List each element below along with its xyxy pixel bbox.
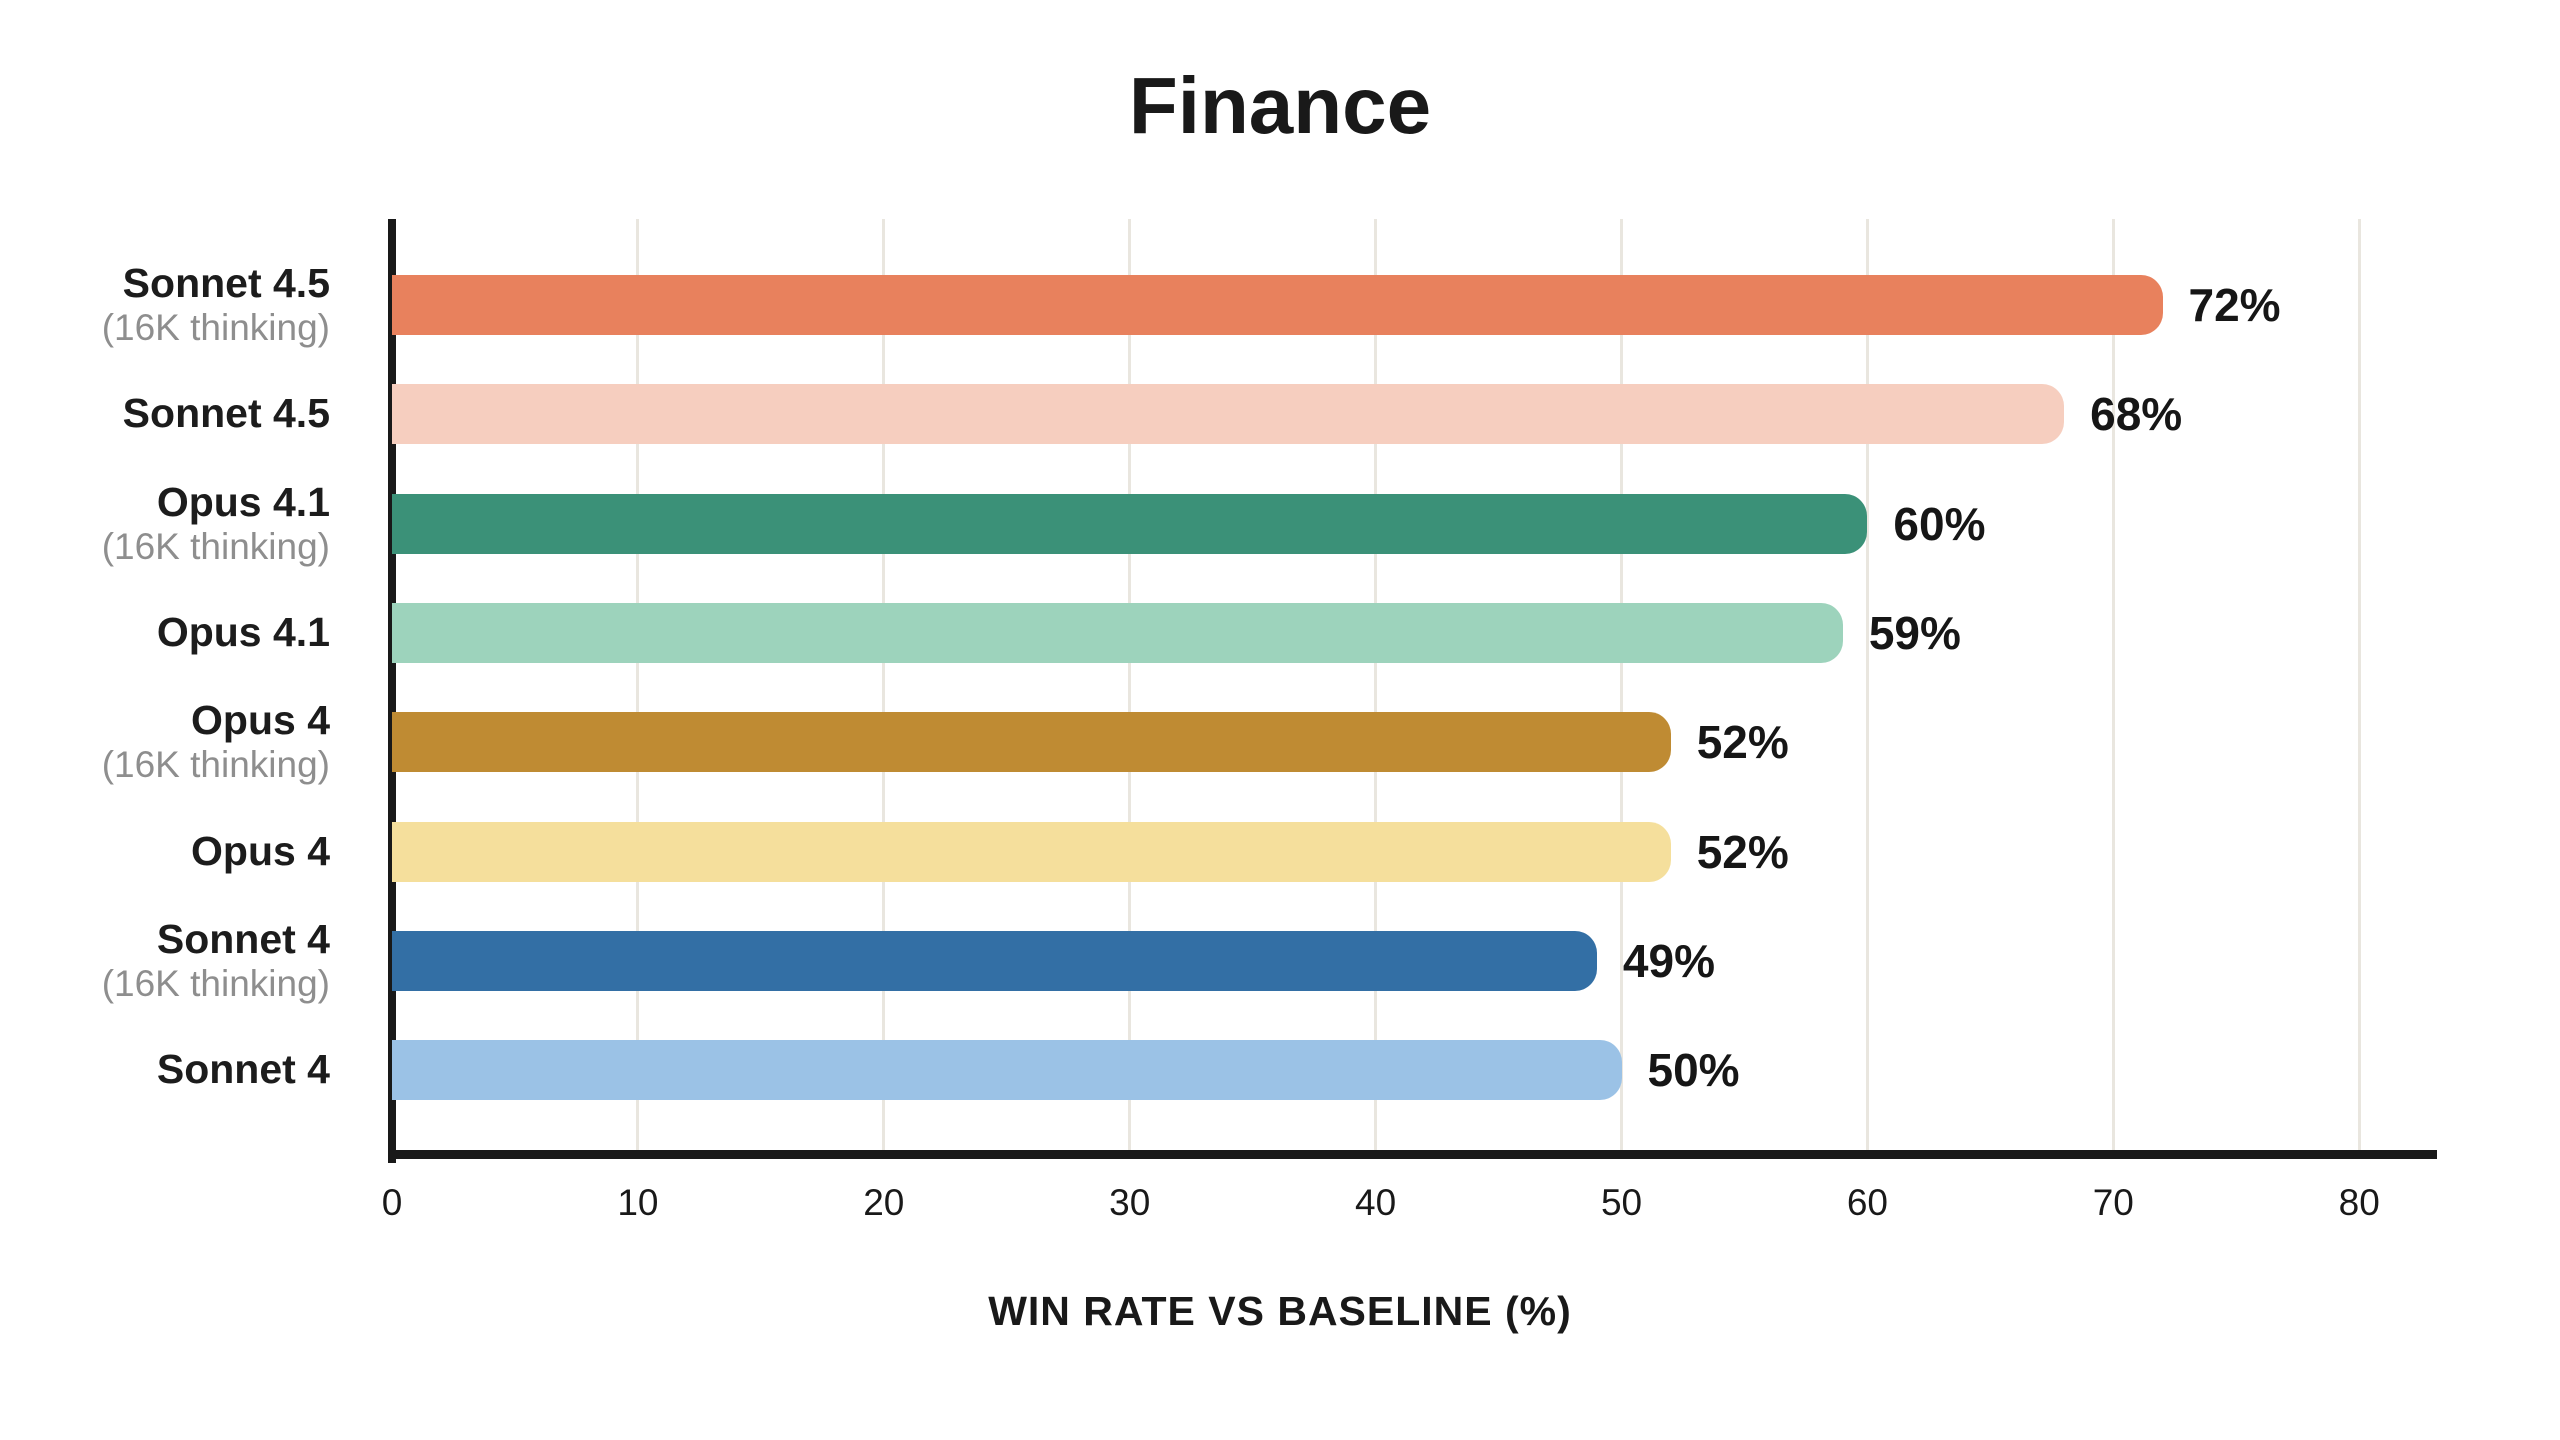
- y-axis-line: [388, 219, 396, 1163]
- category-label: Sonnet 4 (16K thinking): [101, 915, 330, 1005]
- x-tick-label-40: 40: [1355, 1182, 1397, 1223]
- gridline-40: [1374, 219, 1378, 1151]
- bar-value-label: 49%: [1622, 934, 1715, 987]
- x-tick-label-80: 80: [2338, 1182, 2380, 1223]
- gridline-20: [882, 219, 886, 1151]
- chart-title: Finance: [1128, 61, 1432, 150]
- x-tick-label-0: 0: [381, 1182, 403, 1223]
- category-label-sub: (16K thinking): [101, 962, 330, 1004]
- bar: [392, 493, 1868, 554]
- bar: [392, 602, 1843, 663]
- category-label-main: Opus 4: [191, 827, 330, 874]
- gridline-80: [2357, 219, 2361, 1151]
- category-label-main: Opus 4.1: [156, 608, 330, 655]
- gridline-50: [1620, 219, 1624, 1151]
- x-tick-label-20: 20: [863, 1182, 905, 1223]
- category-label-sub: (16K thinking): [101, 525, 330, 567]
- category-label-main: Opus 4: [191, 696, 330, 743]
- bar-value-label: 72%: [2188, 279, 2281, 331]
- x-tick-label-10: 10: [617, 1182, 659, 1223]
- bar-value-label: 52%: [1696, 825, 1789, 878]
- category-label: Opus 4: [191, 827, 330, 875]
- y-axis-category-labels: Sonnet 4.5 (16K thinking) Sonnet 4.5 Opus 4…: [0, 219, 330, 1155]
- x-tick-label-60: 60: [1846, 1182, 1888, 1223]
- category-label-main: Sonnet 4.5: [122, 390, 330, 437]
- category-label-sub: (16K thinking): [101, 306, 330, 348]
- bar-value-label: 52%: [1696, 716, 1789, 769]
- bar: [392, 1040, 1622, 1101]
- category-label-main: Opus 4.1: [156, 478, 330, 525]
- bar-value-label: 60%: [1893, 497, 1986, 550]
- bar-value-label: 59%: [1868, 606, 1961, 659]
- bar: [392, 384, 2065, 445]
- x-axis-tick-labels: 0 10 20 30 40 50 60 70 80: [382, 1182, 2433, 1242]
- x-axis-line: [388, 1150, 2437, 1159]
- category-label: Sonnet 4.5 (16K thinking): [101, 259, 330, 349]
- gridline-10: [636, 219, 640, 1151]
- x-tick-label-30: 30: [1109, 1182, 1151, 1223]
- category-label: Sonnet 4.5: [122, 390, 330, 437]
- x-axis-title: WIN RATE VS BASELINE (%): [988, 1288, 1572, 1334]
- category-label-main: Sonnet 4: [156, 1046, 330, 1093]
- bar-value-label: 50%: [1647, 1044, 1740, 1097]
- bar: [392, 275, 2163, 335]
- bar-value-label: 68%: [2090, 388, 2183, 441]
- plot-area: 72% 68% 60% 59% 52% 52% 49% 50%: [388, 219, 2437, 1163]
- gridline-70: [2111, 219, 2115, 1151]
- category-label: Opus 4 (16K thinking): [101, 696, 330, 786]
- bar: [392, 930, 1597, 991]
- category-label: Opus 4.1 (16K thinking): [101, 478, 330, 567]
- category-label: Opus 4.1: [156, 608, 330, 656]
- category-label-main: Sonnet 4: [156, 915, 330, 962]
- bar: [392, 712, 1671, 773]
- x-tick-label-70: 70: [2092, 1182, 2134, 1223]
- category-label: Sonnet 4: [156, 1046, 330, 1093]
- category-label-sub: (16K thinking): [101, 743, 330, 785]
- category-label-main: Sonnet 4.5: [122, 259, 330, 306]
- gridline-60: [1865, 219, 1869, 1151]
- x-tick-label-50: 50: [1600, 1182, 1643, 1223]
- gridline-30: [1128, 219, 1132, 1151]
- bar: [392, 821, 1671, 882]
